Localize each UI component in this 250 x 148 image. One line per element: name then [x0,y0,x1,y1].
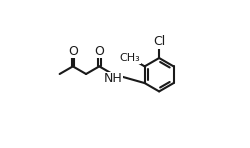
Text: O: O [68,45,78,58]
Text: NH: NH [104,72,122,85]
Text: Cl: Cl [153,35,165,48]
Text: CH₃: CH₃ [119,53,140,63]
Text: O: O [94,45,104,58]
